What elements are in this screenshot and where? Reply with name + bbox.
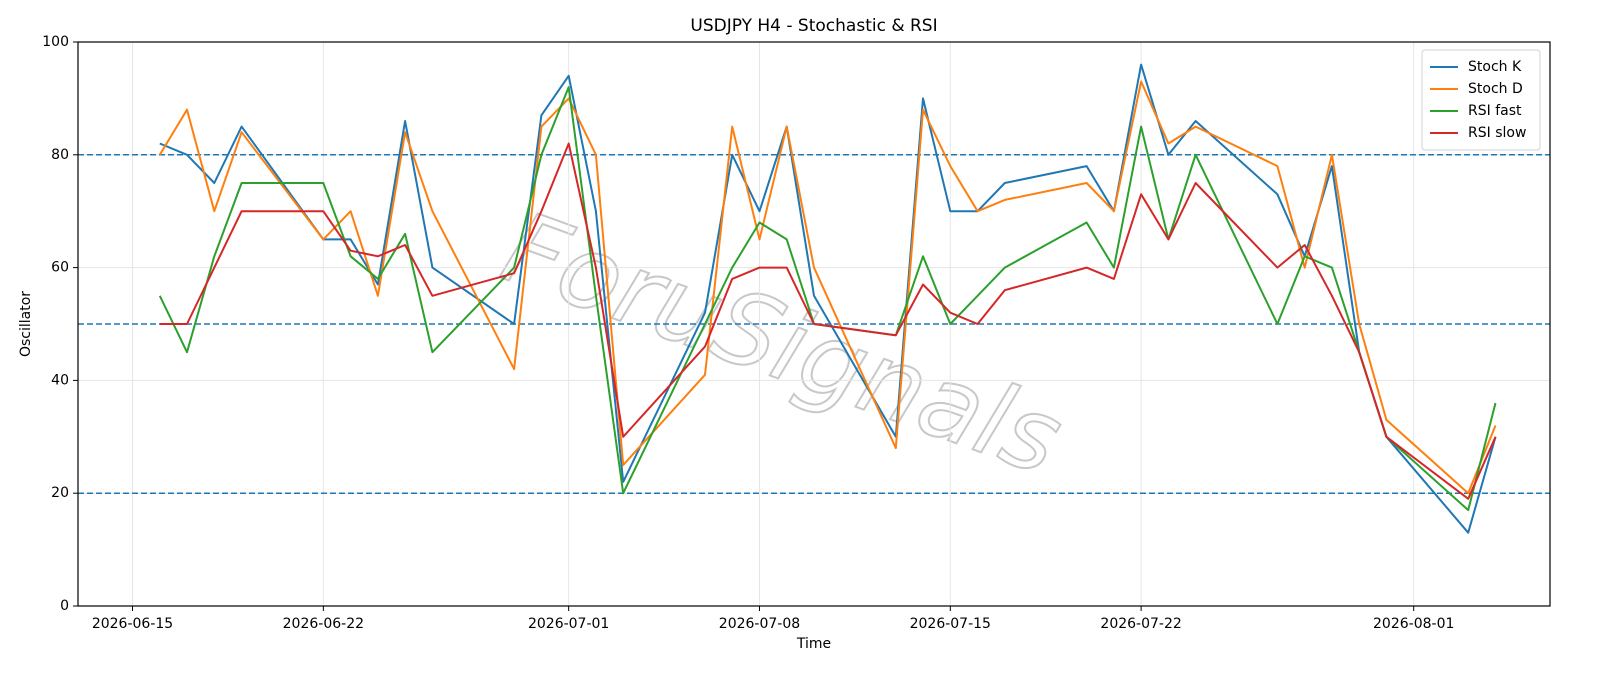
legend-label: RSI slow [1468, 125, 1526, 141]
x-tick-label: 2026-07-01 [528, 616, 609, 632]
legend-label: RSI fast [1468, 103, 1522, 119]
x-tick-label: 2026-07-08 [719, 616, 800, 632]
legend-label: Stoch K [1468, 59, 1522, 75]
legend-box [1421, 49, 1541, 151]
legend: Stoch K Stoch D RSI fast RSI slow [1421, 49, 1541, 151]
y-tick-label: 80 [51, 147, 69, 163]
series-line [159, 142, 1497, 500]
series-line [158, 80, 1497, 495]
chart-title: USDJPY H4 - Stochastic & RSI [690, 16, 937, 36]
legend-label: Stoch D [1468, 81, 1523, 97]
x-tick-label: 2026-07-15 [910, 616, 991, 632]
series-line [159, 63, 1497, 534]
y-tick-label: 40 [51, 372, 69, 388]
series-line [158, 86, 1497, 512]
y-tick-label: 0 [60, 598, 69, 614]
y-axis-label: Oscillator [18, 291, 34, 357]
x-tick-label: 2026-06-15 [92, 616, 173, 632]
x-axis-label: Time [796, 636, 831, 652]
y-tick-label: 20 [51, 485, 69, 501]
y-tick-label: 60 [51, 260, 69, 276]
plot-frame [77, 41, 1551, 607]
x-tick-label: 2026-08-01 [1373, 616, 1454, 632]
x-tick-label: 2026-07-22 [1100, 616, 1181, 632]
watermark: ForuSignals [489, 189, 1076, 498]
y-tick-label: 100 [42, 34, 69, 50]
x-tick-label: 2026-06-22 [283, 616, 364, 632]
